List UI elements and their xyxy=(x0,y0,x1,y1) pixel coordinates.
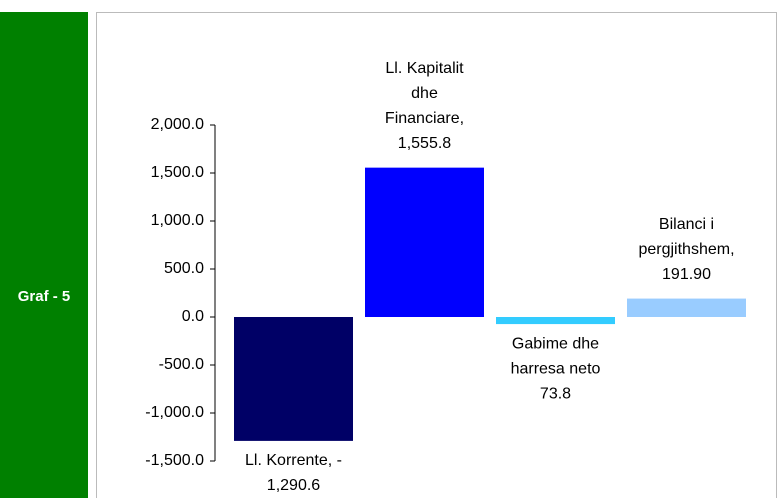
y-tick-label: 500.0 xyxy=(164,260,204,277)
data-label: 1,290.6 xyxy=(267,477,320,494)
y-tick-label: -1,000.0 xyxy=(145,404,204,421)
y-tick-label: 1,000.0 xyxy=(151,212,204,229)
data-label: 191.90 xyxy=(662,266,711,283)
y-tick-label: 0.0 xyxy=(182,308,204,325)
bar xyxy=(496,317,615,325)
sidebar-label: Graf - 5 xyxy=(18,288,71,305)
data-label: pergjithshem, xyxy=(638,241,734,258)
y-tick-label: -1,500.0 xyxy=(145,452,204,469)
data-label: Gabime dhe xyxy=(512,335,599,352)
data-label: Ll. Korrente, - xyxy=(245,452,342,469)
data-label: dhe xyxy=(411,85,438,102)
data-label: harresa neto xyxy=(511,360,601,377)
y-tick-label: -500.0 xyxy=(159,356,204,373)
bar xyxy=(365,167,484,317)
data-label: Ll. Kapitalit xyxy=(385,60,464,77)
data-label: Bilanci i xyxy=(659,216,714,233)
data-label: 73.8 xyxy=(540,385,571,402)
bar xyxy=(234,317,353,441)
data-label: 1,555.8 xyxy=(398,135,451,152)
data-label: Financiare, xyxy=(385,110,464,127)
y-tick-label: 2,000.0 xyxy=(151,116,204,133)
bar xyxy=(627,298,746,317)
sidebar xyxy=(0,12,88,498)
y-tick-label: 1,500.0 xyxy=(151,164,204,181)
